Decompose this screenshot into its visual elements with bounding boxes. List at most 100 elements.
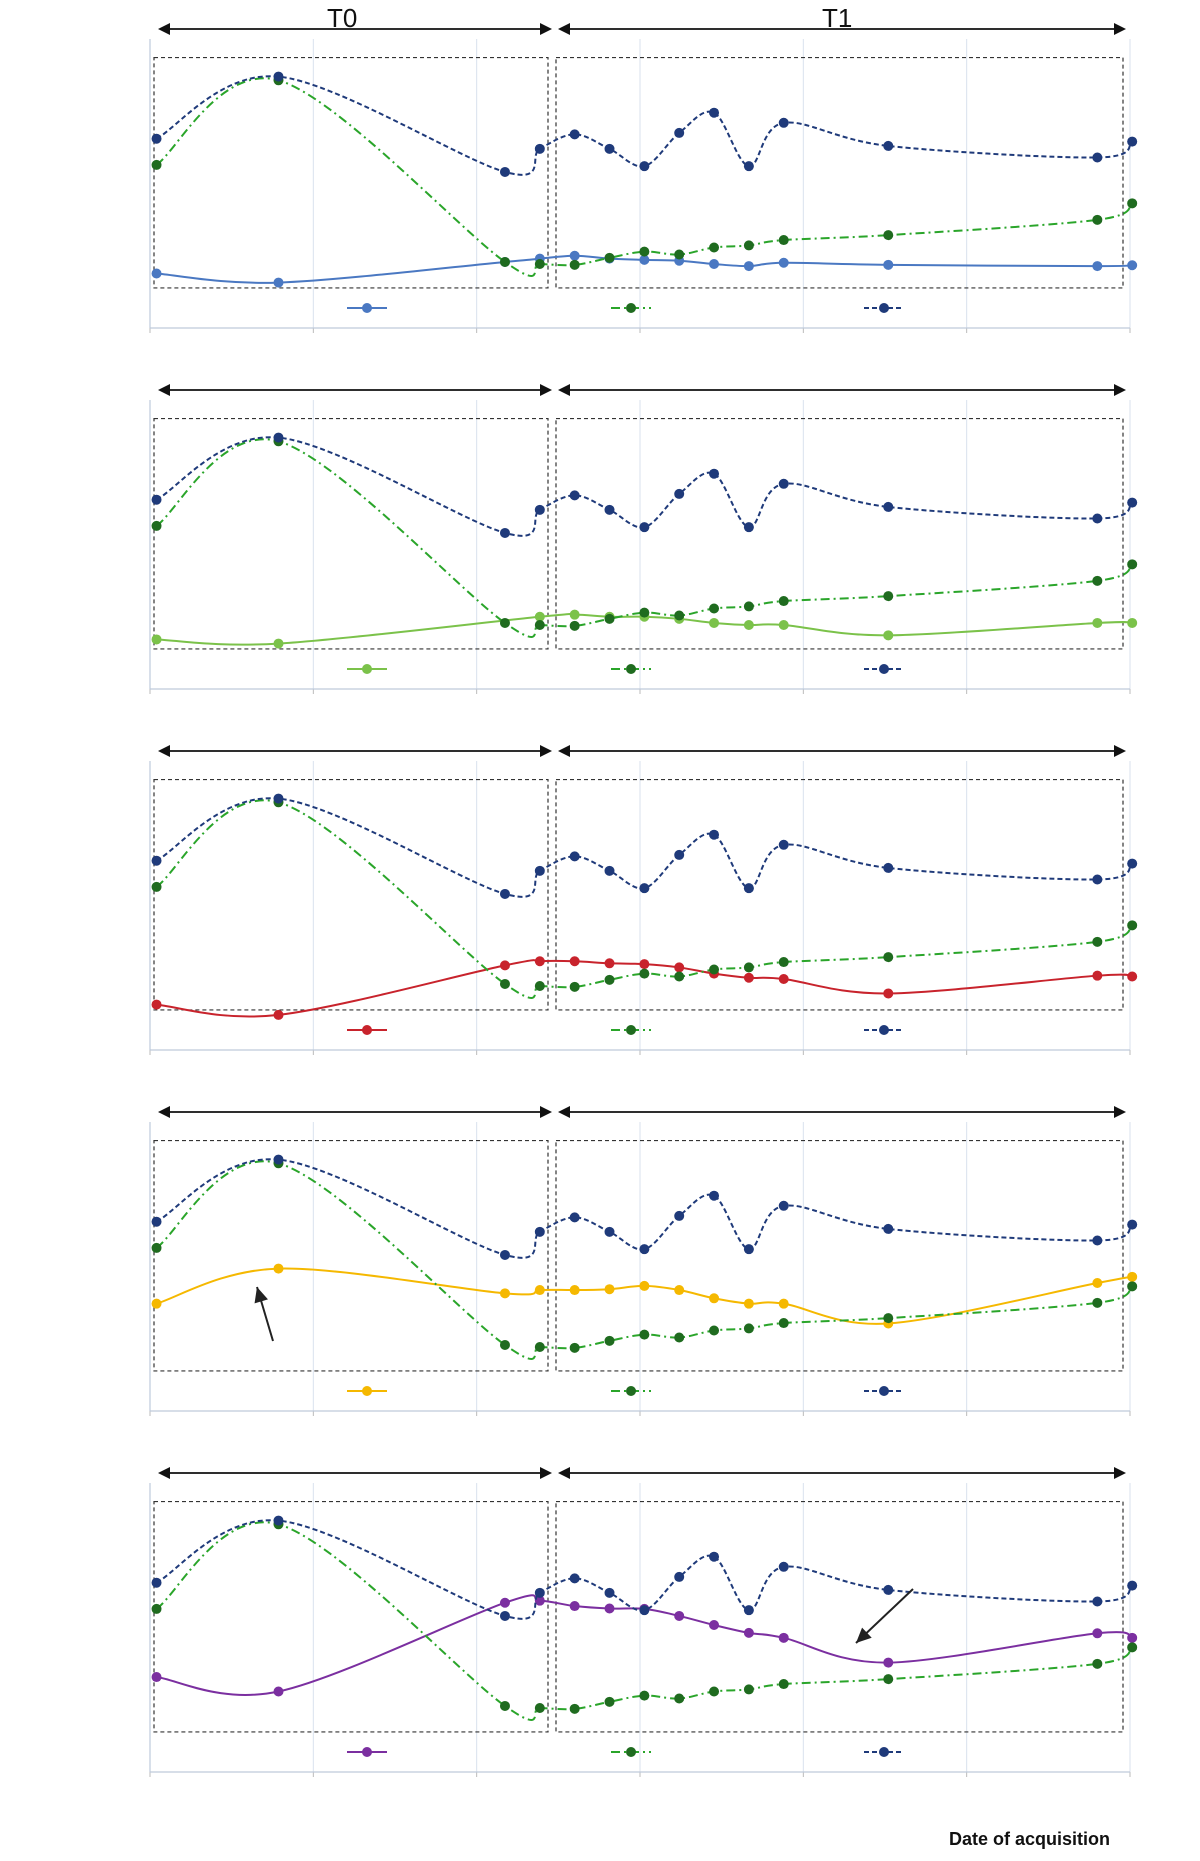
rainfall-point: [534, 865, 545, 876]
rainfall-point: [1127, 1580, 1138, 1591]
ndvi-point: [709, 1686, 720, 1697]
band-point: [1127, 1271, 1138, 1282]
arrow-head: [1114, 1106, 1126, 1118]
ndvi-point: [499, 617, 510, 628]
ndvi-point: [499, 1339, 510, 1350]
legend-rainfall-marker: [879, 664, 889, 674]
arrow-head: [558, 1106, 570, 1118]
rainfall-point: [674, 1210, 685, 1221]
rainfall-point: [1092, 152, 1103, 163]
ndvi-point: [604, 613, 615, 624]
band-point: [569, 1285, 580, 1296]
ndvi-point: [778, 1318, 789, 1329]
arrow-head: [558, 384, 570, 396]
rainfall-point: [1127, 858, 1138, 869]
rainfall-point: [499, 166, 510, 177]
period-label-t1: T1: [822, 3, 852, 33]
band-point: [743, 261, 754, 272]
annotation-arrow-band4-head: [254, 1287, 268, 1304]
band-point: [1092, 617, 1103, 628]
ndvi-point: [674, 971, 685, 982]
rainfall-point: [639, 883, 650, 894]
rainfall-point: [778, 1200, 789, 1211]
annotation-arrow-band5-head: [856, 1627, 872, 1643]
legend-ndvi-marker: [626, 1386, 636, 1396]
rainfall-point: [1092, 1596, 1103, 1607]
ndvi-point: [1092, 1658, 1103, 1669]
ndvi-point: [569, 620, 580, 631]
period-box-t1: [555, 417, 1124, 650]
band-line: [156, 959, 1133, 1018]
ndvi-point: [743, 962, 754, 973]
ndvi-point: [604, 974, 615, 985]
rainfall-point: [674, 849, 685, 860]
band-point: [674, 962, 685, 973]
rainfall-point: [1092, 874, 1103, 885]
arrow-head: [158, 384, 170, 396]
rainfall-point: [709, 829, 720, 840]
band-point: [151, 268, 162, 279]
band-point: [534, 611, 545, 622]
ndvi-point: [604, 252, 615, 263]
band-point: [1127, 617, 1138, 628]
rainfall-point: [639, 1244, 650, 1255]
ndvi-point: [151, 1603, 162, 1614]
rainfall-point: [883, 1223, 894, 1234]
band-point: [604, 1284, 615, 1295]
rainfall-point: [674, 488, 685, 499]
ndvi-point: [1127, 198, 1138, 209]
band-point: [604, 1603, 615, 1614]
period-box-t0: [153, 417, 549, 650]
rainfall-point: [778, 1561, 789, 1572]
rainfall-point: [569, 129, 580, 140]
ndvi-point: [674, 249, 685, 260]
ndvi-point: [883, 230, 894, 241]
band-point: [709, 1620, 720, 1631]
legend-rainfall-marker: [879, 1025, 889, 1035]
band-point: [743, 1298, 754, 1309]
arrow-head: [158, 1467, 170, 1479]
arrow-head: [1114, 384, 1126, 396]
ndvi-point: [778, 235, 789, 246]
ndvi-point: [639, 1329, 650, 1340]
band-point: [604, 958, 615, 969]
rainfall-point: [273, 71, 284, 82]
rainfall-point: [151, 133, 162, 144]
legend-band-marker: [362, 303, 372, 313]
band-point: [151, 999, 162, 1010]
x-axis-title: Date of acquisition: [949, 1829, 1110, 1849]
rainfall-point: [743, 522, 754, 533]
rainfall-point: [499, 1249, 510, 1260]
band-point: [883, 1657, 894, 1668]
ndvi-line: [155, 1521, 1133, 1721]
rainfall-point: [604, 504, 615, 515]
band-point: [151, 1672, 162, 1683]
band-point: [743, 972, 754, 983]
ndvi-point: [883, 1313, 894, 1324]
rainfall-point: [151, 1216, 162, 1227]
rainfall-point: [639, 522, 650, 533]
band-point: [1127, 971, 1138, 982]
band-point: [1092, 970, 1103, 981]
rainfall-point: [778, 839, 789, 850]
period-box-t1: [555, 1500, 1124, 1733]
rainfall-point: [743, 883, 754, 894]
band-point: [1092, 1628, 1103, 1639]
rainfall-point: [151, 1577, 162, 1588]
band-point: [273, 277, 284, 288]
rainfall-point: [534, 1226, 545, 1237]
band-point: [1127, 260, 1138, 271]
legend-ndvi-marker: [626, 303, 636, 313]
ndvi-point: [743, 1684, 754, 1695]
ndvi-point: [778, 957, 789, 968]
ndvi-point: [883, 952, 894, 963]
ndvi-point: [534, 981, 545, 992]
band-line: [156, 1267, 1133, 1325]
period-box-t0: [153, 778, 549, 1011]
period-label-t0: T0: [327, 3, 357, 33]
rainfall-point: [1092, 513, 1103, 524]
ndvi-point: [639, 968, 650, 979]
ndvi-point: [639, 607, 650, 618]
ndvi-point: [674, 610, 685, 621]
